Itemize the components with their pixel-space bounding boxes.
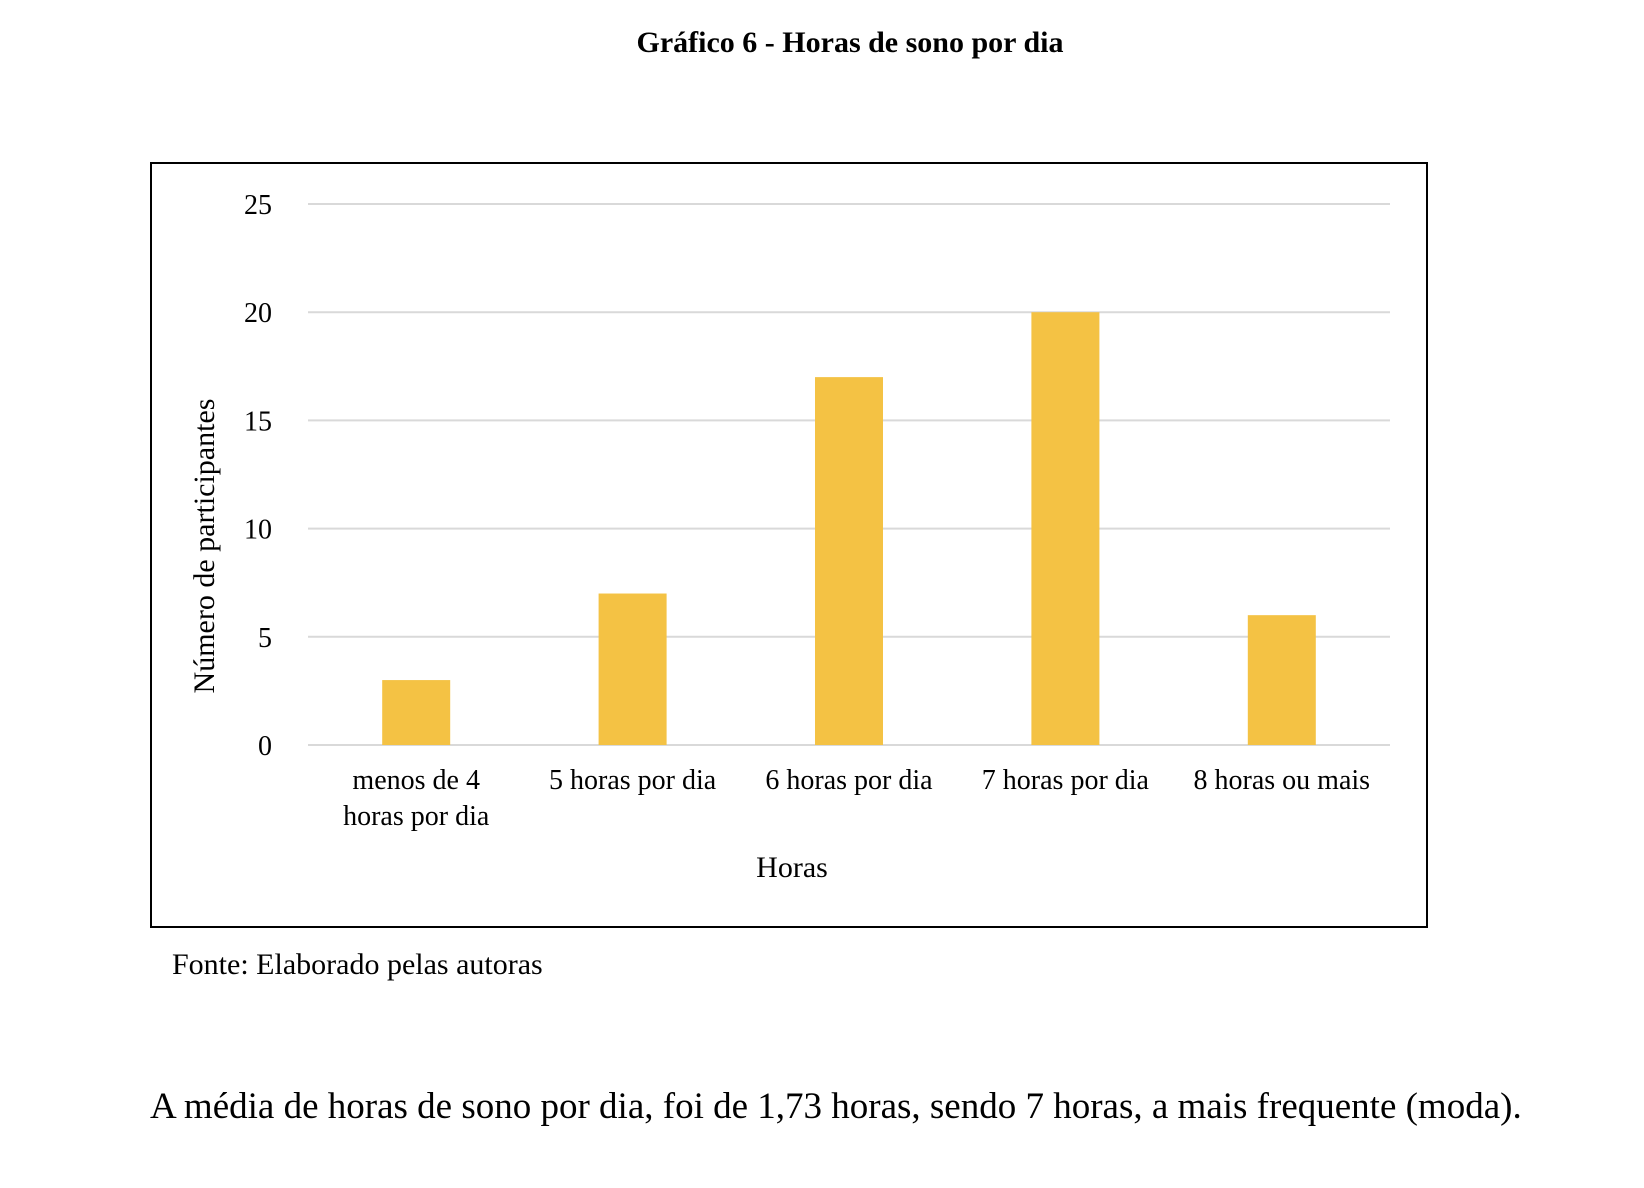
bar-chart: 0 5 10 15 20 25 menos de 4 horas por dia 5 hora… [188,190,1390,884]
x-tick-label-line: menos de 4 [352,765,480,796]
x-tick-label-line: horas por dia [343,801,490,832]
bar [1031,312,1100,745]
x-tick-label: 6 horas por dia [765,765,933,796]
x-tick-label-line: 8 horas ou mais [1194,765,1371,796]
x-tick-label: menos de 4 horas por dia [343,765,490,832]
x-tick-label: 7 horas por dia [982,765,1150,796]
y-tick-label: 25 [244,190,272,221]
y-tick-label: 5 [258,623,272,654]
x-tick-label-line: 7 horas por dia [982,765,1150,796]
y-tick-labels: 0 5 10 15 20 25 [244,190,272,762]
chart-frame: 0 5 10 15 20 25 menos de 4 horas por dia 5 hora… [150,162,1428,928]
bar [1247,615,1316,745]
y-tick-label: 15 [244,406,272,437]
x-tick-label-line: 6 horas por dia [765,765,933,796]
bar [815,377,883,745]
x-tick-label: 5 horas por dia [549,765,717,796]
x-tick-label: 8 horas ou mais [1194,765,1371,796]
y-axis-label: Número de participantes [188,399,221,694]
bar [382,680,451,745]
bars [382,312,1316,745]
bar [598,593,667,745]
x-tick-label-line: 5 horas por dia [549,765,717,796]
body-paragraph: A média de horas de sono por dia, foi de… [150,1086,1522,1127]
x-tick-labels: menos de 4 horas por dia 5 horas por dia 6 … [343,765,1370,832]
x-axis-label: Horas [756,851,828,884]
source-note: Fonte: Elaborado pelas autoras [172,948,543,981]
y-tick-label: 0 [258,731,272,762]
figure-title: Gráfico 6 - Horas de sono por dia [636,26,1064,59]
y-tick-label: 10 [244,515,272,546]
y-tick-label: 20 [244,298,272,329]
